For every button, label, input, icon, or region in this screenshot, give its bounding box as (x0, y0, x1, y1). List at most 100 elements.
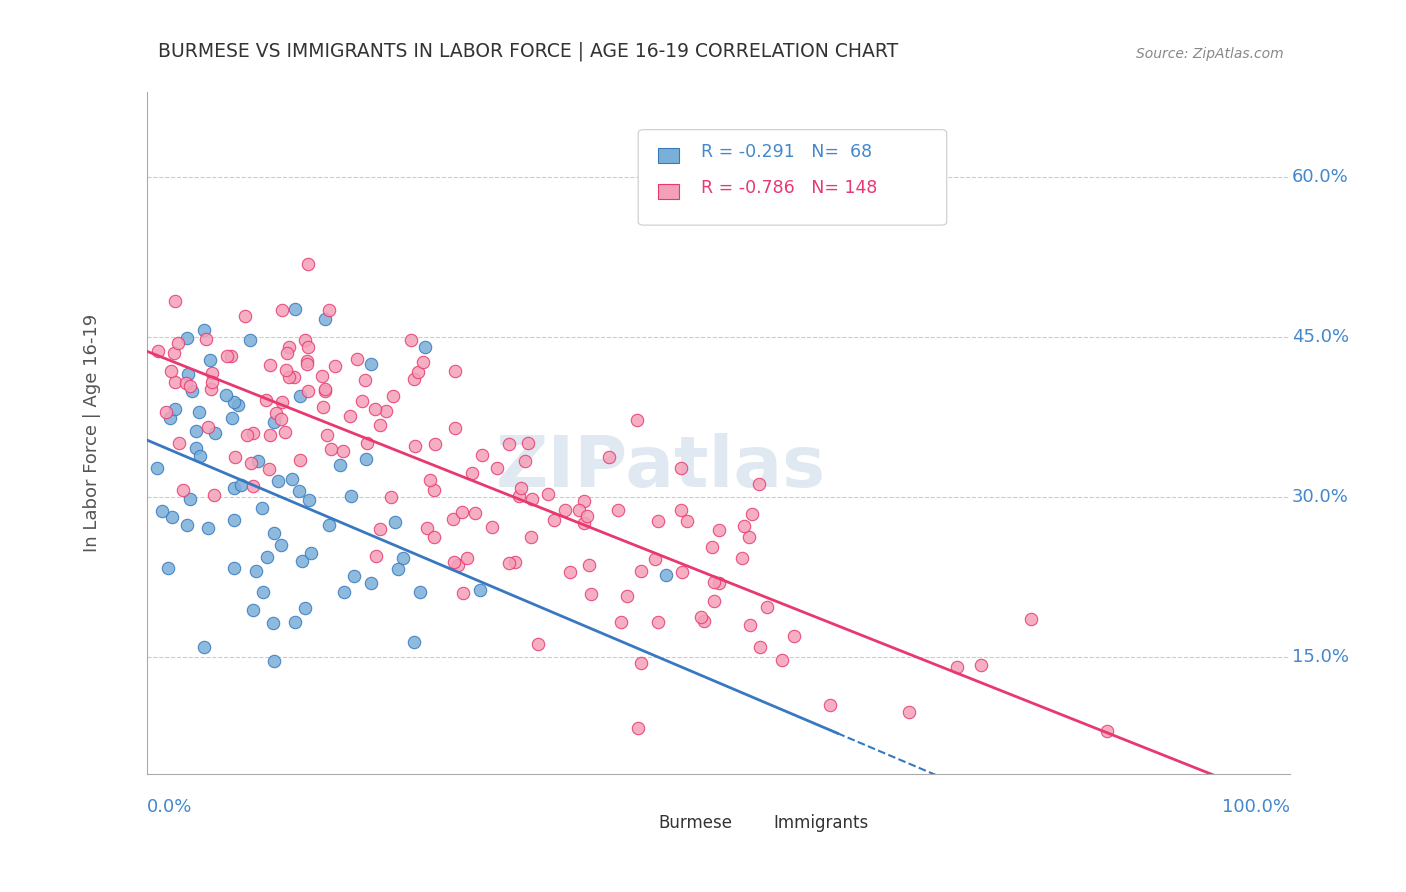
Point (898, 705, 921, 719)
Point (404, 439, 426, 453)
Point (176, 331, 198, 345)
Point (783, 629, 806, 643)
Point (575, 509, 598, 524)
Point (311, 368, 333, 383)
Point (627, 721, 650, 735)
Point (610, 615, 633, 629)
Point (193, 323, 215, 337)
Point (295, 357, 318, 371)
Point (503, 555, 526, 569)
Point (471, 448, 494, 462)
Point (346, 351, 368, 366)
Point (201, 375, 224, 389)
Text: 60.0%: 60.0% (1292, 169, 1348, 186)
Point (370, 522, 392, 536)
Point (167, 435, 190, 450)
Point (284, 302, 307, 317)
Point (526, 846, 548, 860)
Point (284, 615, 307, 629)
Point (700, 540, 723, 554)
Point (204, 426, 226, 441)
Point (441, 512, 464, 526)
Point (318, 517, 340, 532)
Point (262, 615, 284, 630)
Point (738, 530, 761, 544)
Point (626, 413, 648, 427)
Point (224, 450, 246, 464)
Point (340, 489, 363, 503)
Text: Burmese: Burmese (659, 814, 733, 832)
Point (554, 503, 576, 517)
Point (294, 600, 316, 615)
Point (318, 303, 340, 318)
Point (242, 479, 264, 493)
Point (287, 484, 309, 499)
Point (295, 354, 318, 368)
Point (224, 561, 246, 575)
Point (298, 492, 321, 507)
Point (329, 458, 352, 473)
FancyBboxPatch shape (638, 129, 946, 225)
Point (202, 488, 225, 502)
Point (408, 366, 430, 380)
Point (513, 454, 536, 468)
Point (197, 420, 219, 434)
Point (239, 333, 262, 347)
Point (180, 384, 202, 398)
Point (179, 491, 201, 506)
Point (630, 564, 652, 578)
Point (409, 584, 432, 599)
Point (314, 382, 336, 396)
Point (470, 582, 492, 597)
FancyBboxPatch shape (658, 184, 679, 199)
Point (222, 395, 245, 409)
Point (464, 506, 486, 520)
Text: 100.0%: 100.0% (1222, 797, 1289, 816)
Point (364, 402, 387, 417)
Point (288, 389, 311, 403)
Point (707, 524, 730, 538)
Point (200, 383, 222, 397)
Point (356, 436, 378, 450)
Point (1019, 612, 1042, 626)
Point (215, 388, 238, 402)
Point (263, 415, 285, 429)
Point (297, 384, 319, 399)
Point (263, 526, 285, 541)
Point (510, 481, 533, 495)
Point (271, 394, 294, 409)
Point (281, 472, 304, 486)
Point (647, 615, 669, 629)
Point (419, 473, 441, 487)
Point (616, 590, 638, 604)
Point (316, 428, 339, 442)
Text: R = -0.291   N=  68: R = -0.291 N= 68 (702, 143, 872, 161)
Point (176, 517, 198, 532)
Point (314, 384, 336, 399)
Point (270, 303, 292, 318)
Point (283, 369, 305, 384)
Point (252, 585, 274, 599)
Point (197, 521, 219, 535)
Point (443, 555, 465, 569)
Point (297, 257, 319, 271)
Point (246, 453, 269, 467)
Point (157, 561, 180, 575)
Point (163, 345, 186, 359)
Point (598, 450, 620, 464)
Point (749, 640, 772, 654)
Point (423, 437, 446, 451)
Point (198, 353, 221, 368)
Point (481, 520, 503, 534)
Point (578, 558, 600, 572)
Point (412, 355, 434, 369)
Text: R = -0.786   N= 148: R = -0.786 N= 148 (702, 178, 877, 196)
Point (402, 635, 425, 649)
Point (188, 450, 211, 464)
Point (146, 343, 169, 358)
Point (447, 558, 470, 573)
Point (536, 487, 558, 501)
Point (485, 460, 508, 475)
Point (755, 599, 778, 614)
Point (671, 503, 693, 517)
